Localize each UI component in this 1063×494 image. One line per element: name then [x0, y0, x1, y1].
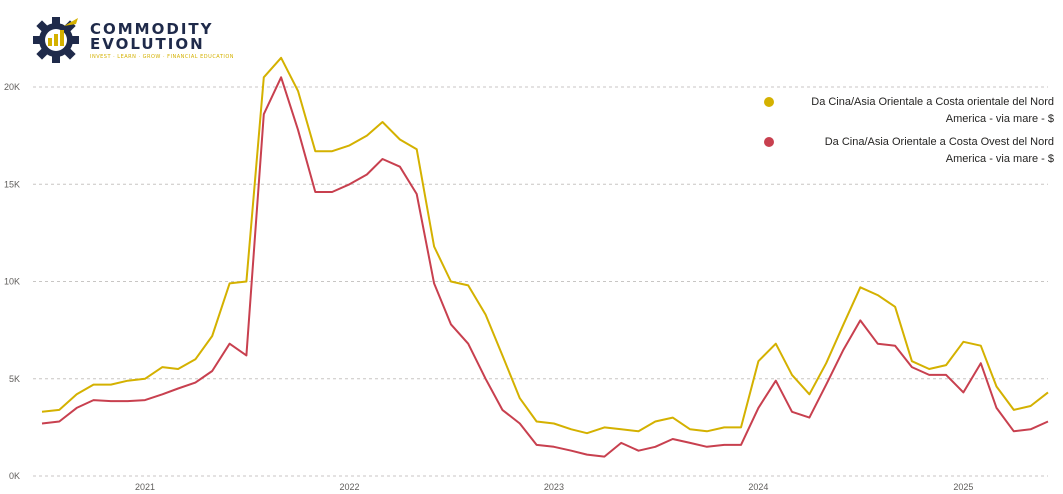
legend-label: Da Cina/Asia Orientale a Costa Ovest del… — [824, 136, 1054, 165]
legend-marker-icon — [764, 97, 774, 107]
x-axis: 2021 2022 2023 2024 2025 — [135, 482, 973, 492]
series-lines — [41, 56, 1049, 458]
x-tick-label: 2025 — [953, 482, 973, 492]
series-line-west-coast[interactable] — [41, 76, 1049, 458]
y-tick-label: 15K — [4, 179, 20, 189]
legend-item-east-coast[interactable]: Da Cina/Asia Orientale a Costa orientale… — [764, 94, 1054, 128]
brand-logo: COMMODITY EVOLUTION INVEST · LEARN · GRO… — [30, 14, 234, 64]
y-axis: 0K 5K 10K 15K 20K — [4, 82, 20, 481]
x-tick-label: 2022 — [339, 482, 359, 492]
series-line-east-coast[interactable] — [41, 56, 1049, 435]
y-tick-label: 5K — [9, 374, 20, 384]
x-tick-label: 2021 — [135, 482, 155, 492]
y-tick-label: 20K — [4, 82, 20, 92]
gear-icon — [33, 17, 79, 63]
legend-item-west-coast[interactable]: Da Cina/Asia Orientale a Costa Ovest del… — [764, 134, 1054, 168]
y-tick-label: 10K — [4, 277, 20, 287]
brand-name-line2: EVOLUTION — [90, 35, 205, 53]
x-tick-label: 2024 — [748, 482, 768, 492]
brand-tagline: INVEST · LEARN · GROW · FINANCIAL EDUCAT… — [90, 54, 235, 60]
legend-label: Da Cina/Asia Orientale a Costa orientale… — [811, 96, 1054, 125]
x-tick-label: 2023 — [544, 482, 564, 492]
chart-legend: Da Cina/Asia Orientale a Costa orientale… — [764, 94, 1054, 174]
y-tick-label: 0K — [9, 471, 20, 481]
legend-marker-icon — [764, 137, 774, 147]
brand-name-line1: COMMODITY — [90, 20, 214, 38]
